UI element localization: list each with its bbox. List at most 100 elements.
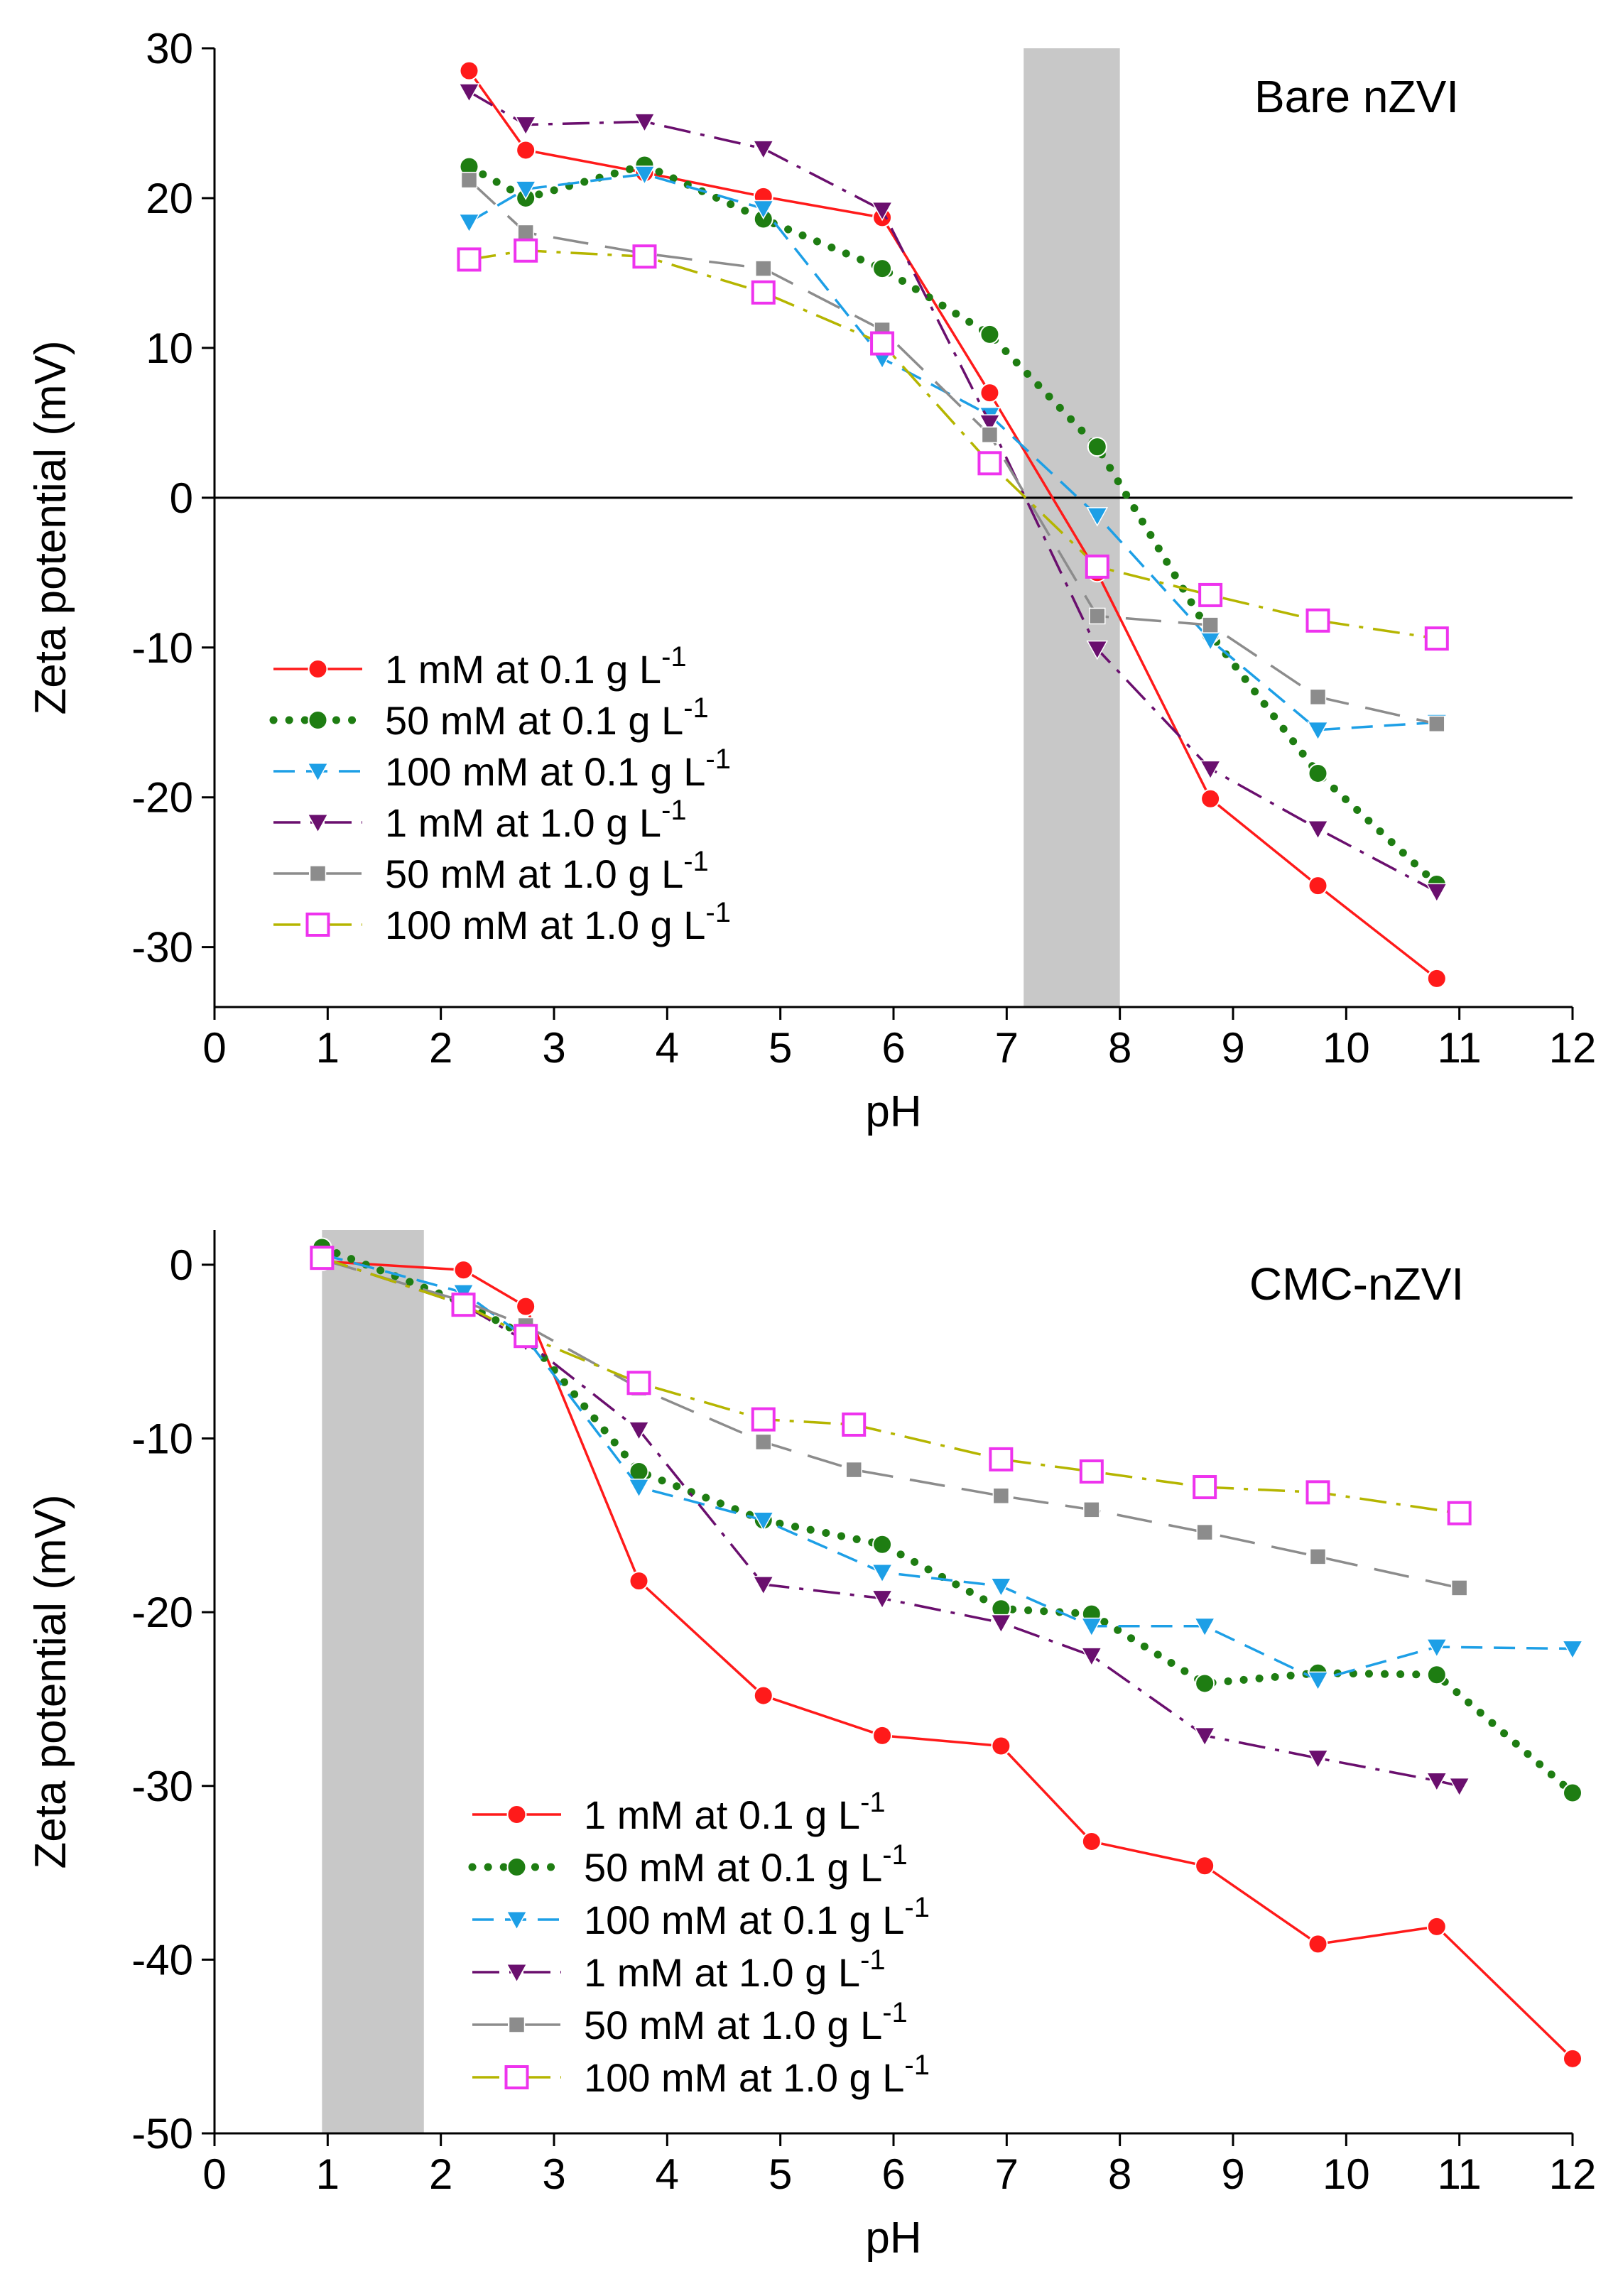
data-point (1086, 640, 1109, 660)
legend-marker (305, 913, 330, 937)
x-axis-title: pH (865, 1087, 921, 1136)
data-point (1079, 1459, 1104, 1484)
data-point (1309, 1548, 1327, 1565)
x-tick-label: 1 (316, 1024, 340, 1072)
data-point (1083, 1501, 1100, 1518)
data-point (457, 247, 482, 272)
legend-label: 100 mM at 0.1 g L-1 (385, 744, 731, 794)
legend-label: 100 mM at 1.0 g L-1 (385, 897, 731, 947)
data-point (1193, 1617, 1216, 1638)
x-tick-label: 5 (769, 2150, 792, 2198)
series-line (468, 90, 1438, 893)
y-tick-label: 10 (146, 325, 193, 372)
data-point (752, 140, 775, 160)
y-tick-label: -20 (131, 774, 193, 822)
data-point (453, 1260, 474, 1280)
data-point (310, 1246, 335, 1271)
y-tick-label: -20 (131, 1589, 193, 1636)
data-point (1307, 721, 1329, 741)
data-point (1426, 1916, 1447, 1937)
x-tick-label: 3 (542, 1024, 565, 1072)
data-point (845, 1461, 862, 1479)
x-tick-label: 4 (656, 1024, 679, 1072)
data-point (1195, 1856, 1215, 1876)
data-point (459, 60, 479, 81)
x-tick-label: 12 (1549, 1024, 1597, 1072)
data-point (1089, 607, 1106, 625)
series-4 (311, 1249, 1470, 1797)
data-point (1426, 1638, 1448, 1658)
data-point (1426, 1665, 1447, 1685)
legend-marker (508, 2016, 526, 2033)
data-point (460, 171, 478, 189)
data-point (872, 1534, 893, 1555)
x-tick-label: 0 (202, 1024, 226, 1072)
legend-marker (504, 2065, 529, 2089)
x-tick-label: 8 (1108, 2150, 1131, 2198)
data-point (992, 1487, 1010, 1505)
data-point (1080, 1647, 1103, 1667)
data-point (1563, 1783, 1582, 1803)
legend-item: 1 mM at 1.0 g L-1 (273, 795, 687, 845)
x-tick-label: 8 (1108, 1024, 1131, 1072)
data-point (634, 165, 656, 185)
data-point (751, 1407, 776, 1432)
data-point (634, 113, 656, 133)
data-point (1426, 1772, 1448, 1792)
data-point (626, 1371, 651, 1395)
series-4 (458, 83, 1448, 903)
data-point (514, 180, 537, 200)
legend-marker (506, 1857, 527, 1877)
data-point (872, 259, 893, 279)
legend-item: 1 mM at 0.1 g L-1 (273, 641, 687, 692)
legend-marker (309, 865, 327, 882)
data-point (1308, 763, 1328, 783)
data-point (1085, 554, 1109, 579)
legend-label: 100 mM at 1.0 g L-1 (584, 2050, 930, 2100)
data-point (979, 383, 1000, 403)
series-line (469, 249, 1438, 640)
legend-label: 1 mM at 0.1 g L-1 (385, 641, 687, 692)
data-point (1305, 1480, 1330, 1505)
data-point (1199, 760, 1222, 780)
x-tick-label: 11 (1438, 2150, 1482, 2198)
data-point (1307, 1749, 1329, 1770)
legend-item: 100 mM at 0.1 g L-1 (472, 1892, 930, 1942)
series-line (468, 173, 1437, 731)
legend-item: 50 mM at 1.0 g L-1 (273, 846, 709, 896)
legend-label: 50 mM at 0.1 g L-1 (385, 692, 709, 743)
data-point (1198, 582, 1223, 607)
data-point (751, 280, 776, 305)
series-1 (312, 1251, 1582, 2069)
data-point (1308, 1934, 1328, 1954)
series-line (321, 1258, 1460, 1589)
legend-label: 50 mM at 1.0 g L-1 (584, 1997, 908, 2047)
data-point (871, 1563, 894, 1584)
x-tick-label: 12 (1549, 2150, 1597, 2198)
data-point (1196, 1523, 1213, 1541)
data-point (977, 451, 1002, 476)
legend-marker (506, 1805, 527, 1824)
data-point (1202, 616, 1219, 633)
data-point (458, 213, 480, 234)
series-line (468, 179, 1438, 726)
x-tick-label: 1 (316, 2150, 340, 2198)
legend-item: 50 mM at 1.0 g L-1 (472, 1997, 908, 2047)
data-point (753, 1685, 773, 1706)
panel-title: CMC-nZVI (1249, 1258, 1464, 1310)
data-point (629, 1571, 649, 1592)
y-tick-label: 30 (146, 25, 193, 72)
x-tick-label: 6 (881, 2150, 905, 2198)
data-point (1561, 1640, 1584, 1660)
legend-label: 1 mM at 0.1 g L-1 (584, 1787, 886, 1837)
data-point (755, 260, 772, 277)
data-point (1428, 715, 1445, 733)
legend-marker (308, 659, 328, 679)
data-point (755, 1433, 772, 1451)
series-1 (459, 60, 1447, 989)
y-tick-label: -10 (131, 624, 193, 672)
